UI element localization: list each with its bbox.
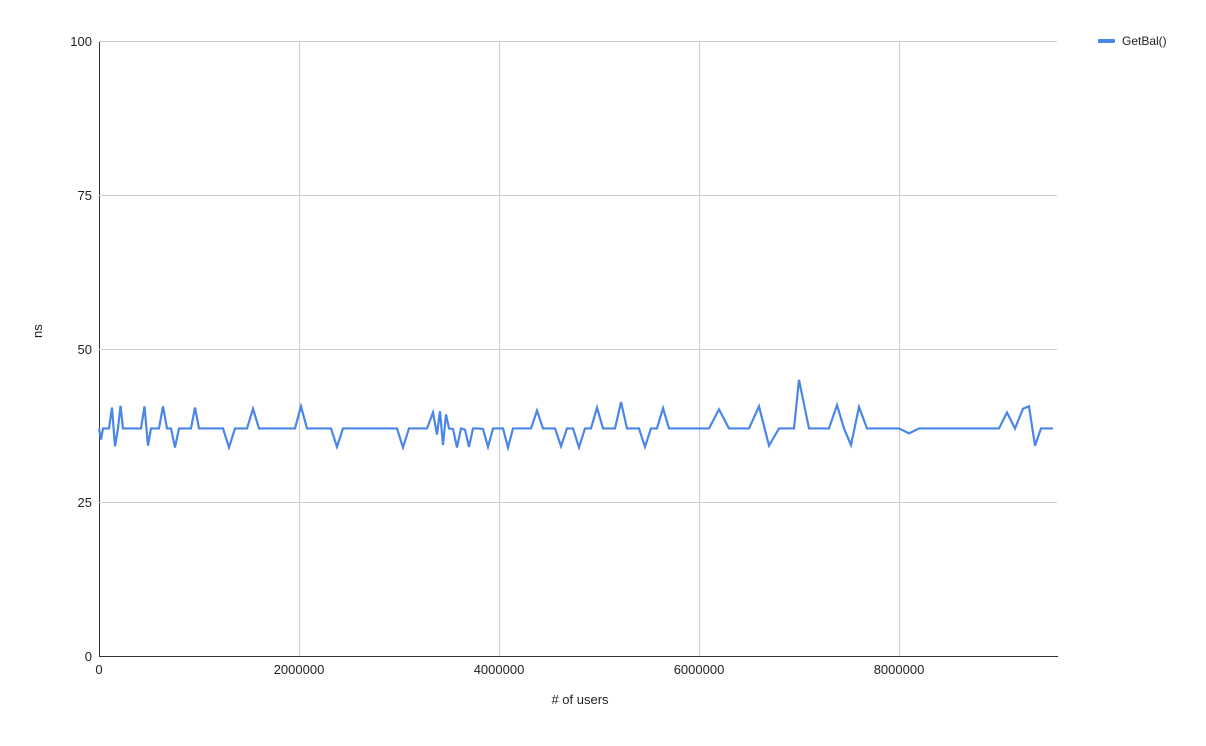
y-tick-label: 25 [77, 495, 92, 511]
plot-area [99, 41, 1057, 656]
gridline-vertical [699, 41, 700, 656]
x-axis-title: # of users [551, 692, 609, 707]
y-tick-label: 0 [84, 649, 92, 664]
legend-color-swatch [1098, 39, 1115, 43]
x-axis-line [99, 656, 1058, 657]
gridline-vertical [899, 41, 900, 656]
y-axis-ticks: 0 25 50 75 100 [24, 0, 92, 746]
gridline-horizontal [99, 194, 1057, 196]
x-tick-label: 6000000 [673, 662, 725, 677]
y-tick-label: 75 [77, 187, 92, 203]
x-tick-label: 4000000 [473, 662, 525, 677]
series-line [99, 380, 1053, 448]
x-tick-label: 8000000 [873, 662, 925, 677]
y-tick-label: 100 [70, 34, 92, 49]
legend-item-label: GetBal() [1122, 34, 1167, 48]
y-axis-title: ns [30, 324, 45, 338]
gridline-vertical [499, 41, 500, 656]
series-getbal [99, 41, 1057, 656]
gridline-horizontal [99, 41, 1057, 42]
y-tick-label: 50 [77, 341, 92, 357]
gridline-horizontal [99, 502, 1057, 504]
x-tick-label: 2000000 [273, 662, 325, 677]
chart-legend: GetBal() [1098, 34, 1167, 48]
gridline-horizontal [99, 348, 1057, 350]
gridline-vertical [299, 41, 300, 656]
x-tick-label: 0 [95, 662, 103, 677]
